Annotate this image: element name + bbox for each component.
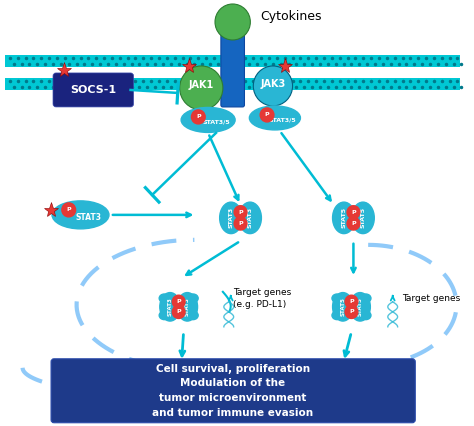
Text: P: P <box>176 309 181 314</box>
Ellipse shape <box>350 293 370 321</box>
Ellipse shape <box>333 293 353 321</box>
Text: Target genes
(e.g. PD-L1): Target genes (e.g. PD-L1) <box>233 288 291 309</box>
Text: STAT3: STAT3 <box>247 207 253 228</box>
Circle shape <box>172 305 185 319</box>
Circle shape <box>62 203 75 217</box>
Ellipse shape <box>188 294 198 302</box>
Circle shape <box>191 110 205 124</box>
Text: P: P <box>349 299 354 304</box>
Text: STAT3: STAT3 <box>168 297 173 316</box>
Bar <box>5 78 460 90</box>
Text: P: P <box>349 309 354 314</box>
Ellipse shape <box>219 202 242 233</box>
Ellipse shape <box>159 311 169 320</box>
Text: P: P <box>66 207 71 213</box>
Circle shape <box>345 295 358 308</box>
Ellipse shape <box>332 311 342 320</box>
Ellipse shape <box>352 202 374 233</box>
Text: STAT3: STAT3 <box>185 297 190 316</box>
Text: STAT5: STAT5 <box>357 297 363 316</box>
Text: JAK1: JAK1 <box>189 80 214 90</box>
Text: STAT3: STAT3 <box>75 213 101 222</box>
Ellipse shape <box>52 201 109 229</box>
Text: SOCS-1: SOCS-1 <box>70 85 116 95</box>
Ellipse shape <box>160 293 180 321</box>
Ellipse shape <box>361 294 371 302</box>
Circle shape <box>260 108 274 122</box>
Circle shape <box>215 4 250 40</box>
Text: STAT3: STAT3 <box>228 207 234 228</box>
Circle shape <box>347 217 360 230</box>
FancyBboxPatch shape <box>221 18 245 107</box>
Ellipse shape <box>239 202 261 233</box>
Text: P: P <box>238 221 243 226</box>
Ellipse shape <box>361 311 371 320</box>
Ellipse shape <box>188 311 198 320</box>
Text: STAT3/5: STAT3/5 <box>269 118 297 122</box>
Text: P: P <box>351 210 356 215</box>
Ellipse shape <box>249 106 301 130</box>
Bar <box>5 55 460 67</box>
Text: Target genes: Target genes <box>402 294 461 303</box>
Ellipse shape <box>333 202 355 233</box>
Ellipse shape <box>332 294 342 302</box>
Text: JAK3: JAK3 <box>260 79 285 89</box>
Text: P: P <box>264 112 269 118</box>
Circle shape <box>234 206 247 219</box>
Circle shape <box>345 305 358 319</box>
FancyBboxPatch shape <box>51 359 415 423</box>
Circle shape <box>172 295 185 308</box>
FancyBboxPatch shape <box>53 73 134 107</box>
Circle shape <box>234 217 247 230</box>
Circle shape <box>180 66 223 110</box>
Circle shape <box>253 66 292 106</box>
Ellipse shape <box>181 107 235 132</box>
Text: P: P <box>176 299 181 304</box>
Ellipse shape <box>177 293 198 321</box>
Text: Cytokines: Cytokines <box>260 11 322 23</box>
Text: P: P <box>196 115 201 119</box>
Text: STAT5: STAT5 <box>340 297 346 316</box>
Text: P: P <box>351 221 356 226</box>
Ellipse shape <box>159 294 169 302</box>
Text: STAT5: STAT5 <box>360 207 365 228</box>
Text: P: P <box>238 210 243 215</box>
Text: STAT3/5: STAT3/5 <box>202 119 230 124</box>
Circle shape <box>347 206 360 219</box>
Text: STAT5: STAT5 <box>341 207 346 228</box>
Text: Cell survival, proliferation
Modulation of the
tumor microenvironment
and tumor : Cell survival, proliferation Modulation … <box>152 363 313 418</box>
